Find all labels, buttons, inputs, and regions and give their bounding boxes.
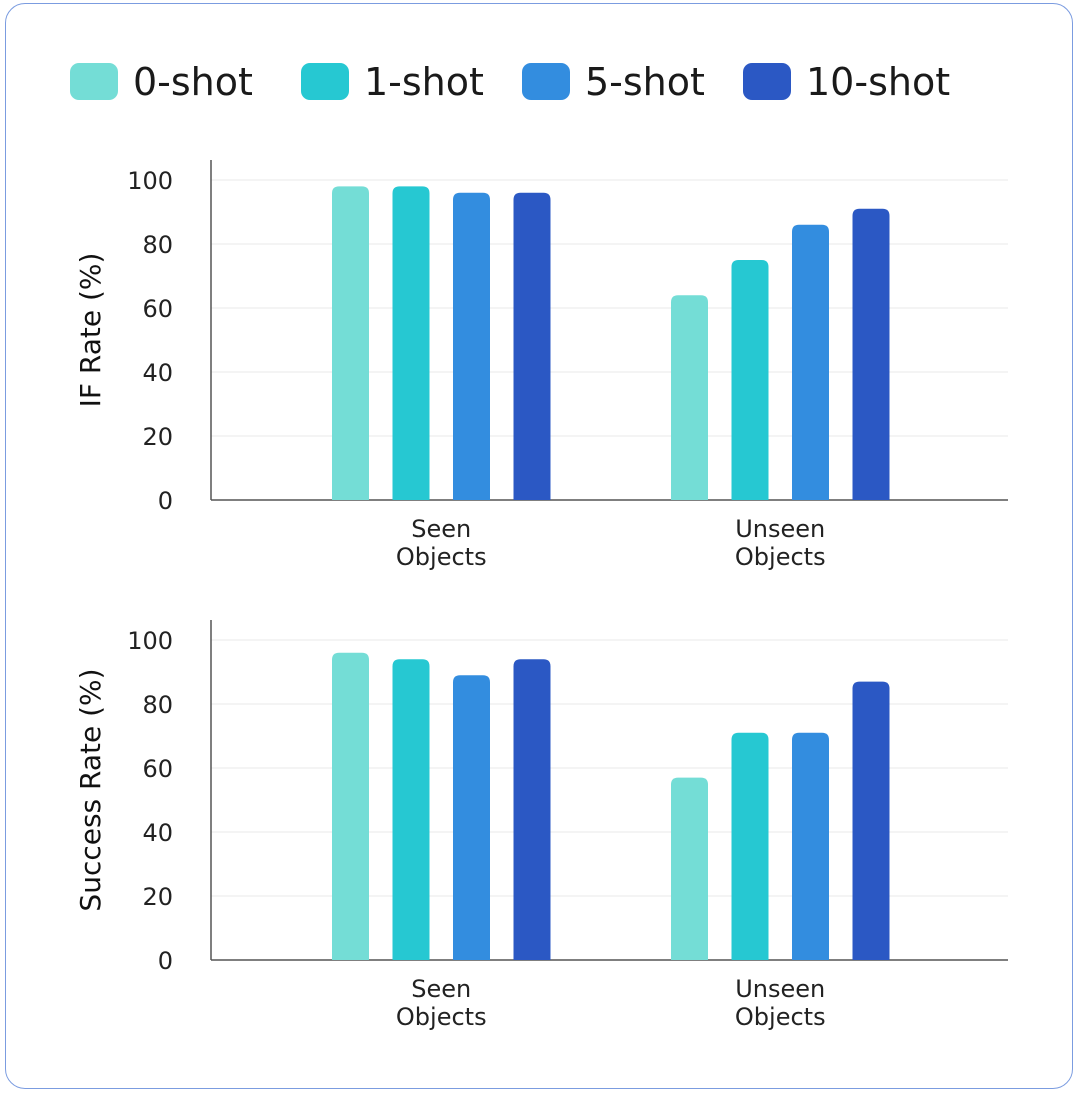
legend-swatch	[301, 63, 349, 100]
success-rate-y-axis-label: Success Rate (%)	[74, 668, 107, 911]
success-rate-bar-1-shot	[731, 732, 769, 960]
if-rate-bar-5-shot	[453, 192, 490, 501]
if-rate-y-axis-label: IF Rate (%)	[74, 253, 107, 408]
legend-label: 1-shot	[364, 60, 484, 104]
y-tick-label: 0	[158, 947, 173, 975]
success-rate-bar-10-shot	[513, 659, 551, 960]
y-tick-label: 60	[142, 755, 173, 783]
success-rate-bar-10-shot	[852, 681, 890, 960]
legend-label: 5-shot	[585, 60, 705, 104]
x-tick-label: Unseen Objects	[735, 515, 826, 571]
legend-swatch	[522, 63, 570, 100]
success-rate-bar-0-shot	[332, 652, 369, 960]
x-tick-label: Seen Objects	[396, 515, 487, 571]
if-rate-bar-10-shot	[852, 208, 890, 501]
success-rate-bar-0-shot	[671, 777, 708, 960]
if-rate-bar-1-shot	[392, 186, 430, 500]
success-rate-bar-1-shot	[392, 659, 430, 960]
if-rate-bar-0-shot	[671, 295, 708, 500]
y-tick-label: 40	[142, 819, 173, 847]
y-tick-label: 60	[142, 295, 173, 323]
y-tick-label: 80	[142, 231, 173, 259]
if-rate-bar-5-shot	[792, 224, 829, 501]
y-tick-label: 100	[127, 167, 173, 195]
y-tick-label: 100	[127, 627, 173, 655]
y-tick-label: 80	[142, 691, 173, 719]
y-tick-label: 40	[142, 359, 173, 387]
y-tick-label: 20	[142, 883, 173, 911]
success-rate-bar-5-shot	[453, 675, 490, 960]
legend-label: 0-shot	[133, 60, 253, 104]
x-tick-label: Unseen Objects	[735, 975, 826, 1031]
legend-label: 10-shot	[806, 60, 951, 104]
if-rate-bar-1-shot	[731, 260, 769, 500]
if-rate-bar-10-shot	[513, 192, 551, 501]
legend-swatch	[70, 63, 118, 100]
legend-swatch	[743, 63, 791, 100]
y-tick-label: 20	[142, 423, 173, 451]
if-rate-bar-0-shot	[332, 186, 369, 500]
x-tick-label: Seen Objects	[396, 975, 487, 1031]
y-tick-label: 0	[158, 487, 173, 515]
success-rate-bar-5-shot	[792, 732, 829, 960]
